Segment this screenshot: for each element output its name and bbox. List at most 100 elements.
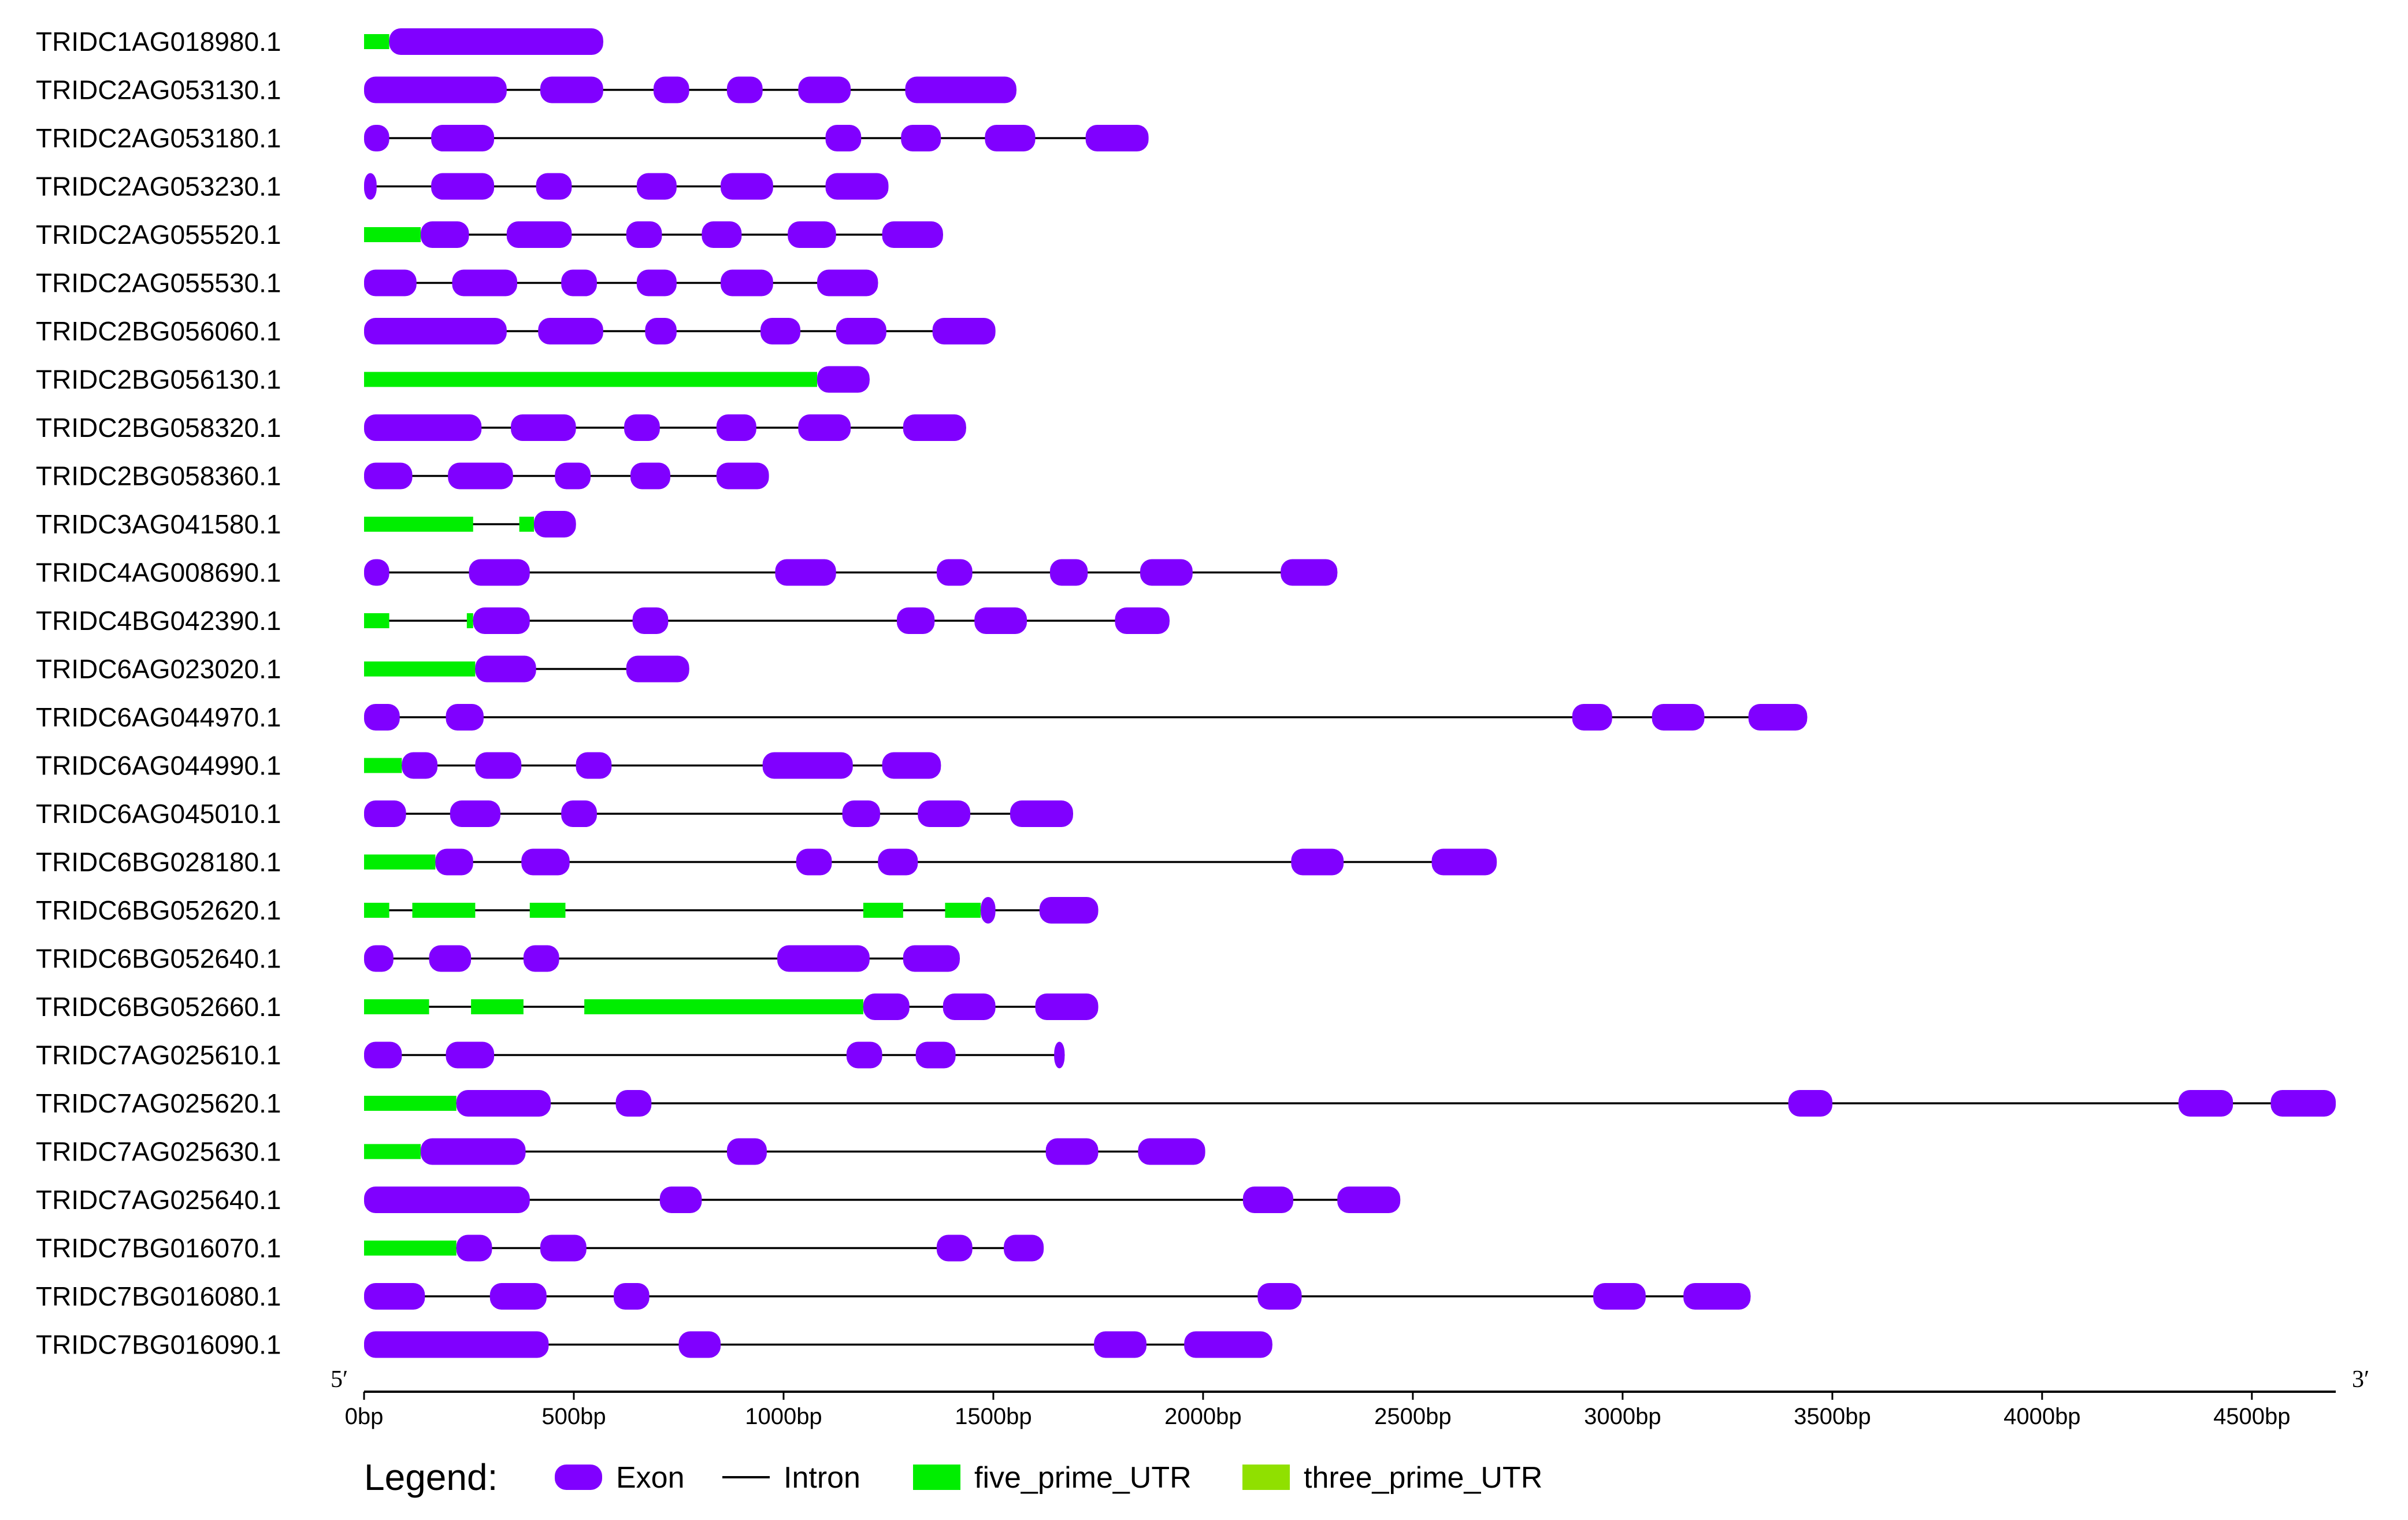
exon-block [726, 1138, 767, 1165]
exon-block [429, 945, 472, 972]
axis-tick-label: 2000bp [1164, 1404, 1241, 1429]
exon-block [364, 173, 377, 200]
five-prime-utr [584, 999, 863, 1014]
exon-block [825, 173, 889, 200]
exon-block [511, 414, 576, 441]
exon-block [475, 655, 536, 683]
exon-block [1593, 1283, 1646, 1310]
exon-block [981, 897, 996, 924]
exon-block [364, 559, 389, 586]
axis-tick-label: 0bp [345, 1404, 384, 1429]
gene-row: TRIDC6BG052620.1 [36, 895, 1099, 925]
five-prime-utr [519, 517, 535, 532]
exon-block [626, 655, 689, 683]
five-prime-utr [412, 903, 476, 918]
exon-block [1010, 800, 1073, 827]
exon-block [796, 848, 832, 876]
exon-block [561, 800, 597, 827]
exon-block [721, 173, 773, 200]
exon-block [1035, 993, 1099, 1020]
axis-tick-label: 500bp [541, 1404, 606, 1429]
gene-row: TRIDC7AG025640.1 [36, 1185, 1401, 1215]
exon-block [716, 462, 769, 490]
exon-block [364, 76, 507, 103]
five-prime-end-label: 5′ [331, 1366, 348, 1393]
exon-block [932, 318, 996, 344]
gene-row: TRIDC2BG058320.1 [36, 413, 966, 443]
exon-block [1045, 1138, 1099, 1165]
gene-row: TRIDC6BG052640.1 [36, 944, 960, 974]
gene-label: TRIDC2AG055530.1 [36, 268, 281, 298]
exon-block [364, 1041, 402, 1069]
exon-block [456, 1234, 492, 1262]
gene-label: TRIDC7AG025640.1 [36, 1185, 281, 1215]
gene-row: TRIDC6AG044970.1 [36, 702, 1808, 732]
exon-block [775, 559, 836, 586]
gene-row: TRIDC2AG053180.1 [36, 123, 1149, 153]
gene-label: TRIDC6AG045010.1 [36, 799, 281, 829]
gene-label: TRIDC6AG044990.1 [36, 751, 281, 781]
exon-block [2270, 1090, 2336, 1117]
axis-tick-label: 1000bp [745, 1404, 822, 1429]
legend-label: Intron [784, 1461, 860, 1495]
gene-label: TRIDC6BG052640.1 [36, 944, 281, 974]
exon-block [901, 125, 941, 151]
exon-block [721, 269, 773, 296]
exon-block [402, 752, 438, 779]
exon-block [905, 76, 1016, 103]
exon-block [1683, 1283, 1751, 1310]
five-prime-utr [364, 661, 476, 677]
exon-block [421, 1138, 526, 1165]
exon-block [936, 559, 973, 586]
axis-tick-label: 2500bp [1374, 1404, 1451, 1429]
exon-block [576, 752, 612, 779]
exon-block [364, 1187, 530, 1213]
gene-label: TRIDC7AG025610.1 [36, 1040, 281, 1070]
gene-row: TRIDC7BG016070.1 [36, 1233, 1044, 1263]
exon-block [626, 221, 662, 248]
gene-label: TRIDC6BG052620.1 [36, 895, 281, 925]
exon-block [636, 173, 677, 200]
exon-block [632, 607, 669, 634]
exon-block [536, 173, 572, 200]
x-axis: 5′ 3′ 0bp 500bp 1000bp 1500bp 2000bp 2500bp 3000… [331, 1366, 2369, 1429]
gene-row: TRIDC6AG044990.1 [36, 751, 941, 781]
exon-block [1257, 1283, 1302, 1310]
exon-block [974, 607, 1027, 634]
exon-block [659, 1187, 702, 1213]
exon-block [1788, 1090, 1832, 1117]
exon-block [653, 76, 689, 103]
exon-block [1431, 848, 1497, 876]
legend-label: five_prime_UTR [974, 1461, 1192, 1495]
exon-block [903, 414, 966, 441]
exon-block [842, 800, 880, 827]
gene-label: TRIDC7BG016090.1 [36, 1330, 281, 1360]
exon-block [788, 221, 836, 248]
gene-tracks: TRIDC1AG018980.1 TRIDC2AG053130.1 TRIDC2AG… [36, 27, 2336, 1360]
gene-label: TRIDC6AG044970.1 [36, 702, 281, 732]
exon-block [1242, 1187, 1293, 1213]
five-prime-utr [364, 227, 421, 242]
exon-block [1054, 1041, 1065, 1069]
legend-swatch-five-prime-UTR [913, 1465, 960, 1490]
gene-row: TRIDC6AG023020.1 [36, 654, 689, 684]
exon-block [915, 1041, 956, 1069]
five-prime-utr [364, 1144, 421, 1159]
legend-label: Exon [616, 1461, 685, 1495]
exon-block [624, 414, 660, 441]
five-prime-utr [471, 999, 524, 1014]
exon-block [936, 1234, 973, 1262]
exon-block [450, 800, 500, 827]
exon-block [836, 318, 886, 344]
exon-block [630, 462, 670, 490]
exon-block [817, 366, 870, 393]
gene-label: TRIDC7AG025620.1 [36, 1088, 281, 1118]
exon-block [943, 993, 996, 1020]
five-prime-utr [364, 372, 818, 387]
exon-block [817, 269, 878, 296]
exon-block [1652, 704, 1705, 731]
exon-block [1049, 559, 1088, 586]
exon-block [1004, 1234, 1044, 1262]
gene-row: TRIDC7BG016080.1 [36, 1281, 1751, 1311]
exon-block [777, 945, 870, 972]
